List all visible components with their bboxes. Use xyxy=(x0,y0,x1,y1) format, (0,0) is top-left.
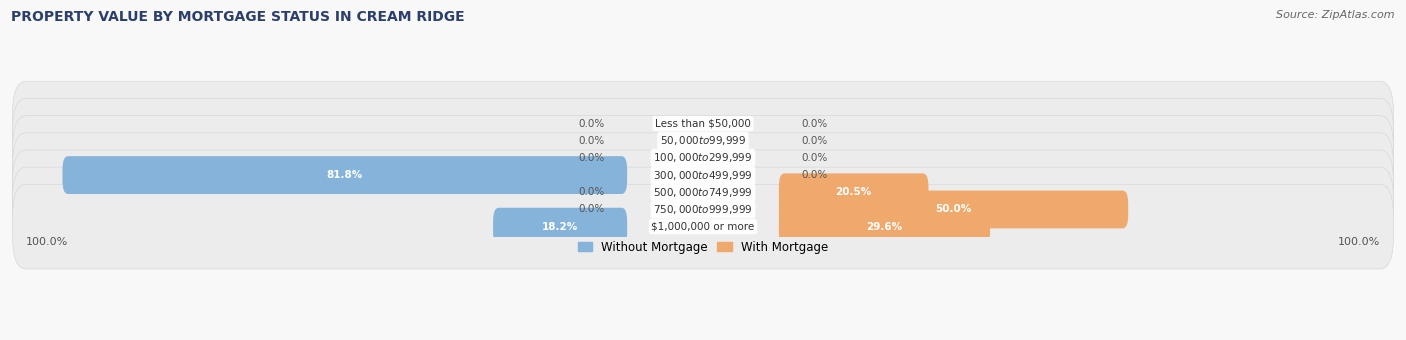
Text: $300,000 to $499,999: $300,000 to $499,999 xyxy=(654,169,752,182)
Text: 0.0%: 0.0% xyxy=(801,170,827,180)
Text: 0.0%: 0.0% xyxy=(579,187,605,197)
Text: Less than $50,000: Less than $50,000 xyxy=(655,119,751,129)
Text: 100.0%: 100.0% xyxy=(1339,237,1381,247)
Text: 29.6%: 29.6% xyxy=(866,222,903,232)
Text: 0.0%: 0.0% xyxy=(579,153,605,163)
FancyBboxPatch shape xyxy=(779,190,1128,228)
FancyBboxPatch shape xyxy=(13,99,1393,183)
Text: 81.8%: 81.8% xyxy=(326,170,363,180)
Legend: Without Mortgage, With Mortgage: Without Mortgage, With Mortgage xyxy=(574,236,832,258)
FancyBboxPatch shape xyxy=(13,81,1393,166)
Text: $50,000 to $99,999: $50,000 to $99,999 xyxy=(659,134,747,147)
Text: PROPERTY VALUE BY MORTGAGE STATUS IN CREAM RIDGE: PROPERTY VALUE BY MORTGAGE STATUS IN CRE… xyxy=(11,10,465,24)
Text: 100.0%: 100.0% xyxy=(25,237,67,247)
Text: Source: ZipAtlas.com: Source: ZipAtlas.com xyxy=(1277,10,1395,20)
FancyBboxPatch shape xyxy=(13,133,1393,217)
Text: 18.2%: 18.2% xyxy=(541,222,578,232)
Text: $1,000,000 or more: $1,000,000 or more xyxy=(651,222,755,232)
FancyBboxPatch shape xyxy=(13,150,1393,235)
FancyBboxPatch shape xyxy=(13,116,1393,200)
FancyBboxPatch shape xyxy=(13,184,1393,269)
FancyBboxPatch shape xyxy=(779,208,990,245)
Text: 0.0%: 0.0% xyxy=(579,119,605,129)
FancyBboxPatch shape xyxy=(62,156,627,194)
Text: $750,000 to $999,999: $750,000 to $999,999 xyxy=(654,203,752,216)
Text: 20.5%: 20.5% xyxy=(835,187,872,197)
FancyBboxPatch shape xyxy=(494,208,627,245)
Text: 0.0%: 0.0% xyxy=(801,136,827,146)
Text: $100,000 to $299,999: $100,000 to $299,999 xyxy=(654,151,752,165)
FancyBboxPatch shape xyxy=(779,173,928,211)
Text: 0.0%: 0.0% xyxy=(579,204,605,215)
Text: $500,000 to $749,999: $500,000 to $749,999 xyxy=(654,186,752,199)
Text: 0.0%: 0.0% xyxy=(801,119,827,129)
Text: 0.0%: 0.0% xyxy=(801,153,827,163)
Text: 0.0%: 0.0% xyxy=(579,136,605,146)
FancyBboxPatch shape xyxy=(13,167,1393,252)
Text: 50.0%: 50.0% xyxy=(935,204,972,215)
